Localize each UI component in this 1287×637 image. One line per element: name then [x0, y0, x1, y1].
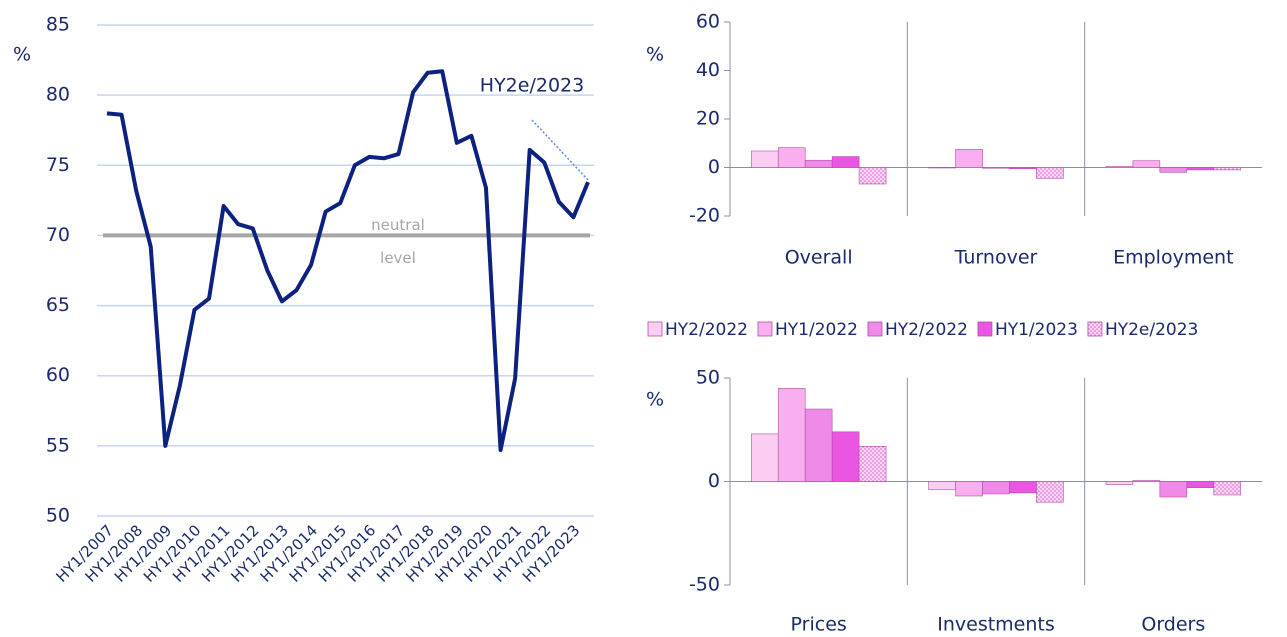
neutral-annotation: level: [380, 249, 416, 267]
y-tick-label: 55: [46, 434, 70, 456]
bar: [1105, 165, 1134, 168]
bar: [804, 408, 833, 482]
data-line: [106, 69, 590, 453]
y-axis-label: %: [646, 44, 664, 66]
bar: [1132, 160, 1161, 168]
legend-swatch: [977, 321, 993, 337]
bar: [982, 481, 1010, 495]
annotation-pointer: [531, 119, 589, 181]
bar: [1036, 481, 1064, 503]
bar: [858, 446, 887, 482]
neutral-annotation: neutral: [371, 216, 425, 234]
legend-label: HY2/2022: [665, 320, 748, 340]
bar: [1186, 167, 1215, 171]
bar: [777, 147, 806, 168]
bar: [804, 159, 833, 168]
y-tick-label: -20: [689, 205, 720, 227]
y-tick-label: 65: [46, 294, 70, 316]
x-tick-label: Employment: [1113, 247, 1233, 269]
bar: [1186, 481, 1215, 489]
bar: [955, 149, 983, 168]
bar: [1009, 167, 1037, 170]
bar: [928, 481, 956, 491]
bar: [1132, 480, 1161, 482]
bar: [982, 167, 1010, 169]
y-tick-label: 50: [46, 505, 70, 527]
bar: [1036, 167, 1064, 179]
bar: [1159, 481, 1188, 498]
legend-label: HY2e/2023: [1105, 320, 1198, 340]
y-tick-label: 60: [696, 11, 720, 33]
legend-label: HY1/2022: [775, 320, 858, 340]
legend-swatch: [757, 321, 773, 337]
bar: [955, 481, 983, 497]
y-tick-label: 0: [708, 470, 720, 492]
y-tick-label: 20: [696, 108, 720, 130]
legend-label: HY2/2022: [885, 320, 968, 340]
bar: [750, 150, 779, 168]
x-tick-label: Turnover: [954, 247, 1038, 269]
x-tick-label: Overall: [785, 247, 853, 269]
bar: [1159, 167, 1188, 173]
bar: [1213, 481, 1242, 496]
legend-swatch: [867, 321, 883, 337]
y-tick-label: 85: [46, 14, 70, 36]
y-tick-label: 40: [696, 59, 720, 81]
bar: [831, 431, 860, 482]
y-tick-label: 60: [46, 364, 70, 386]
x-tick-label: Investments: [937, 614, 1055, 636]
end-annotation: HY2e/2023: [480, 75, 584, 97]
legend-swatch: [1087, 321, 1103, 337]
y-tick-label: 75: [46, 154, 70, 176]
legend-label: HY1/2023: [995, 320, 1078, 340]
y-axis-label: %: [13, 44, 31, 66]
y-tick-label: 80: [46, 84, 70, 106]
legend-swatch: [647, 321, 663, 337]
x-tick-label: Prices: [791, 614, 847, 636]
bar: [750, 433, 779, 482]
bar: [1213, 167, 1242, 171]
y-tick-label: 0: [708, 156, 720, 178]
y-axis-label: %: [646, 389, 664, 411]
bar: [858, 167, 887, 185]
y-tick-label: -50: [689, 574, 720, 596]
bar: [1105, 481, 1134, 485]
bar: [1009, 481, 1037, 494]
y-tick-label: 50: [696, 367, 720, 389]
bar: [777, 388, 806, 482]
x-tick-label: Orders: [1141, 614, 1205, 636]
y-tick-label: 70: [46, 224, 70, 246]
bar: [831, 156, 860, 168]
